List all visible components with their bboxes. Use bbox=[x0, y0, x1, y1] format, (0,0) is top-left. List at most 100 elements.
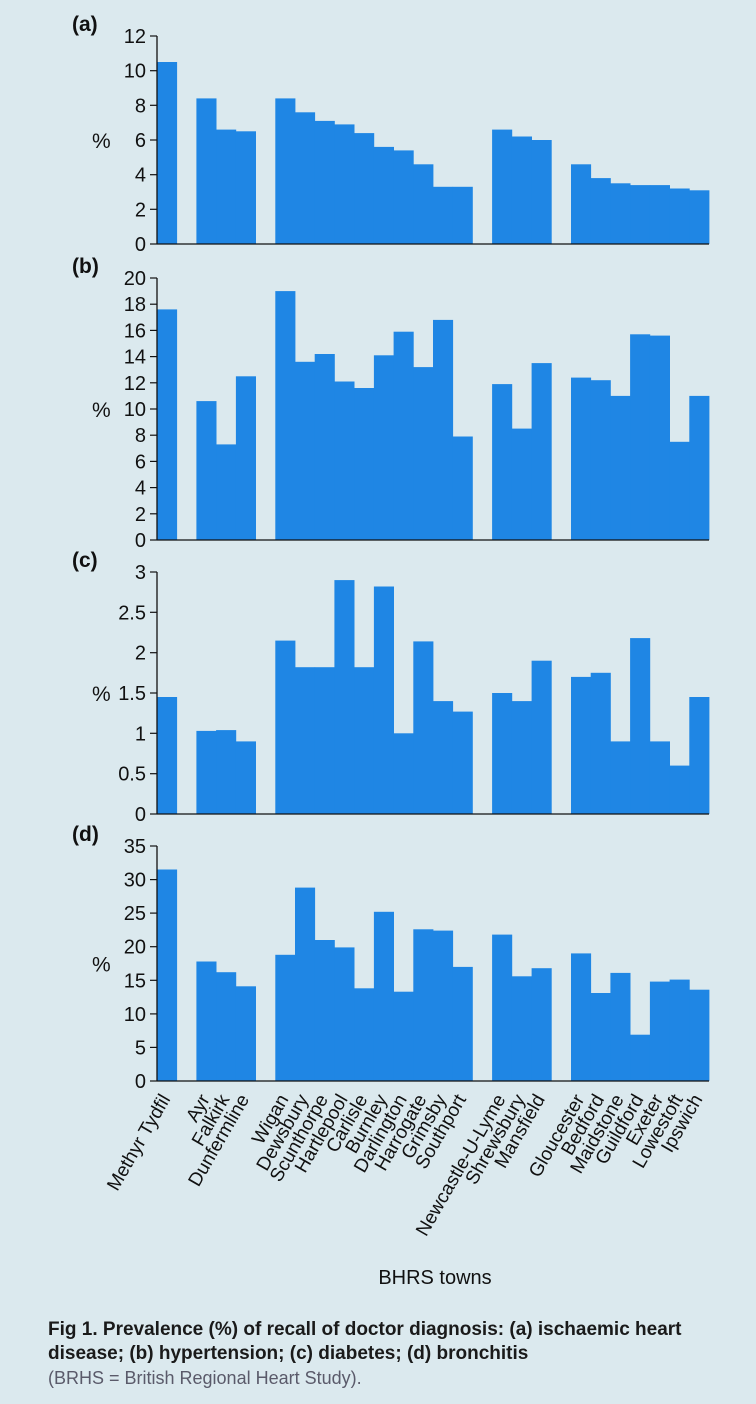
bar-a-23 bbox=[610, 183, 631, 244]
bar-d-23 bbox=[610, 972, 631, 1081]
ytick-label-2-2: 1 bbox=[135, 723, 146, 745]
ytick-label-2-4: 2 bbox=[135, 643, 146, 665]
bar-d-22 bbox=[590, 993, 611, 1081]
ytick-label-0-3: 6 bbox=[135, 130, 146, 152]
bar-b-17 bbox=[492, 384, 513, 540]
bar-d-21 bbox=[571, 953, 592, 1081]
bar-d-9 bbox=[334, 947, 355, 1081]
bar-a-21 bbox=[571, 164, 592, 244]
bar-a-25 bbox=[649, 185, 670, 244]
bar-c-21 bbox=[571, 676, 592, 814]
bar-a-6 bbox=[275, 98, 296, 245]
ytick-label-0-2: 4 bbox=[135, 165, 146, 187]
ytick-label-3-0: 0 bbox=[135, 1071, 146, 1093]
bar-d-15 bbox=[452, 966, 473, 1081]
ytick-label-0-5: 10 bbox=[124, 61, 146, 83]
panel-label-3: (d) bbox=[72, 823, 99, 846]
bar-b-19 bbox=[531, 363, 552, 540]
ytick-label-0-6: 12 bbox=[124, 26, 146, 48]
ytick-label-1-5: 10 bbox=[124, 399, 146, 421]
ytick-label-0-4: 8 bbox=[135, 95, 146, 117]
bar-d-13 bbox=[413, 929, 434, 1081]
ytick-label-1-1: 2 bbox=[135, 504, 146, 526]
bar-a-4 bbox=[235, 131, 256, 244]
bar-d-24 bbox=[630, 1034, 651, 1081]
ytick-label-2-1: 0.5 bbox=[118, 764, 146, 786]
bar-a-9 bbox=[334, 124, 355, 244]
bar-c-8 bbox=[314, 667, 335, 814]
bar-a-17 bbox=[492, 129, 513, 244]
bar-c-7 bbox=[295, 667, 316, 814]
bar-b-11 bbox=[373, 355, 394, 540]
ytick-label-3-7: 35 bbox=[124, 836, 146, 858]
ytick-label-3-4: 20 bbox=[124, 937, 146, 959]
category-label-0: Methyr Tydfil bbox=[103, 1091, 175, 1194]
bar-d-2 bbox=[196, 961, 217, 1081]
bar-c-24 bbox=[630, 638, 651, 814]
bar-c-14 bbox=[433, 701, 454, 814]
figure-caption: Fig 1. Prevalence (%) of recall of docto… bbox=[48, 1318, 738, 1390]
bar-b-10 bbox=[354, 388, 375, 540]
panel-label-1: (b) bbox=[72, 255, 99, 278]
bar-b-2 bbox=[196, 401, 217, 540]
bar-b-21 bbox=[571, 377, 592, 540]
y-axis-label-3: % bbox=[92, 954, 111, 977]
ytick-label-1-3: 6 bbox=[135, 451, 146, 473]
y-axis-label-1: % bbox=[92, 399, 111, 422]
ytick-label-1-2: 4 bbox=[135, 478, 146, 500]
bar-c-17 bbox=[492, 693, 513, 814]
bar-d-10 bbox=[354, 988, 375, 1081]
bar-c-27 bbox=[689, 697, 710, 814]
bar-b-8 bbox=[314, 354, 335, 540]
bar-b-23 bbox=[610, 395, 631, 540]
bar-b-18 bbox=[511, 428, 532, 540]
y-axis-label-0: % bbox=[92, 130, 111, 153]
bar-c-18 bbox=[511, 701, 532, 814]
bar-b-27 bbox=[689, 395, 710, 540]
ytick-label-3-6: 30 bbox=[124, 870, 146, 892]
ytick-label-1-8: 16 bbox=[124, 320, 146, 342]
ytick-label-1-4: 8 bbox=[135, 425, 146, 447]
bar-a-26 bbox=[669, 188, 690, 244]
bar-c-6 bbox=[275, 640, 296, 814]
bar-a-10 bbox=[354, 133, 375, 244]
bar-d-11 bbox=[373, 911, 394, 1081]
bar-d-12 bbox=[393, 991, 414, 1081]
bar-d-3 bbox=[216, 972, 237, 1081]
bar-c-25 bbox=[649, 741, 670, 814]
y-axis-label-2: % bbox=[92, 683, 111, 706]
bar-c-2 bbox=[196, 730, 217, 814]
bar-d-19 bbox=[531, 968, 552, 1081]
bar-a-15 bbox=[452, 186, 473, 244]
ytick-label-2-6: 3 bbox=[135, 562, 146, 584]
ytick-label-3-1: 5 bbox=[135, 1037, 146, 1059]
ytick-label-1-0: 0 bbox=[135, 530, 146, 552]
bar-a-7 bbox=[295, 112, 316, 244]
bar-d-17 bbox=[492, 934, 513, 1081]
bar-b-13 bbox=[413, 367, 434, 540]
bar-d-0 bbox=[157, 869, 178, 1081]
bar-a-8 bbox=[314, 120, 335, 244]
bar-d-27 bbox=[689, 989, 710, 1081]
bar-b-3 bbox=[216, 444, 237, 540]
x-axis-title: BHRS towns bbox=[378, 1267, 491, 1289]
bar-a-0 bbox=[157, 62, 178, 244]
ytick-label-3-5: 25 bbox=[124, 903, 146, 925]
bar-b-4 bbox=[235, 376, 256, 541]
bar-c-13 bbox=[413, 641, 434, 814]
bar-b-22 bbox=[590, 380, 611, 540]
bar-a-13 bbox=[413, 164, 434, 244]
bar-c-19 bbox=[531, 660, 552, 814]
bar-c-12 bbox=[393, 733, 414, 814]
bar-a-2 bbox=[196, 98, 217, 245]
bar-a-11 bbox=[373, 146, 394, 244]
bar-a-12 bbox=[393, 150, 414, 244]
bar-c-9 bbox=[334, 580, 355, 814]
bar-c-15 bbox=[452, 711, 473, 814]
bar-c-4 bbox=[235, 741, 256, 814]
bar-d-14 bbox=[433, 930, 454, 1081]
bar-c-26 bbox=[669, 765, 690, 814]
ytick-label-1-10: 20 bbox=[124, 268, 146, 290]
panel-label-0: (a) bbox=[72, 13, 98, 36]
